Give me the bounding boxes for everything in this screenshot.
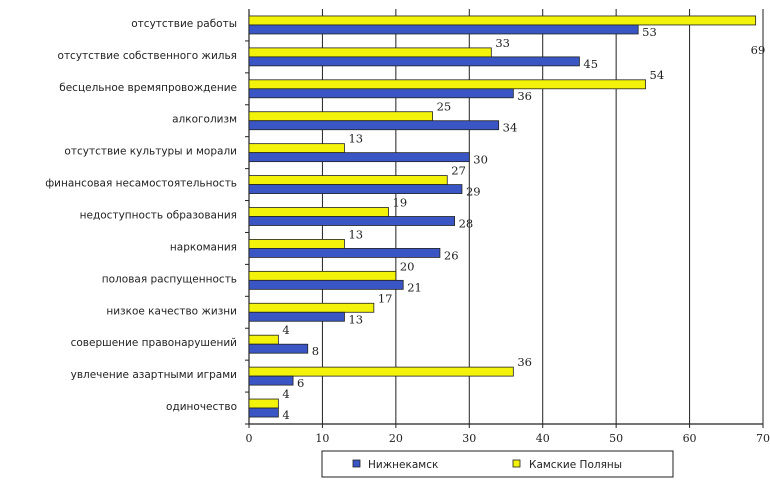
category-label: финансовая несамостоятельность <box>45 178 237 190</box>
data-label-nizhnekamsk: 21 <box>407 280 422 294</box>
x-tick-label: 40 <box>536 432 550 445</box>
data-label-nizhnekamsk: 28 <box>459 217 474 231</box>
bar-kamskie-polyany <box>248 15 757 26</box>
data-label-nizhnekamsk: 30 <box>473 153 488 167</box>
legend-swatch-kamskie-polyany <box>512 459 521 468</box>
bar-kamskie-polyany <box>248 366 514 377</box>
data-label-kamskie-polyany: 54 <box>650 68 665 82</box>
data-label-nizhnekamsk: 36 <box>517 89 532 103</box>
data-label-kamskie-polyany: 13 <box>348 227 363 241</box>
category-label: бесцельное времяпровождение <box>59 82 237 94</box>
category-label: наркомания <box>170 241 237 253</box>
category-label: половая распущенность <box>102 273 237 285</box>
bar-kamskie-polyany <box>248 302 375 313</box>
bar-nizhnekamsk <box>248 56 580 67</box>
bar-kamskie-polyany <box>248 175 448 185</box>
bar-kamskie-polyany <box>248 398 279 409</box>
bar-nizhnekamsk <box>248 216 456 226</box>
data-label-nizhnekamsk: 29 <box>466 185 481 199</box>
bar-kamskie-polyany <box>248 207 389 217</box>
data-label-kamskie-polyany: 17 <box>378 291 393 305</box>
bar-nizhnekamsk <box>248 184 463 194</box>
category-label: отсутствие собственного жилья <box>58 50 237 62</box>
data-label-nizhnekamsk: 53 <box>642 25 657 39</box>
category-label: совершение правонарушений <box>71 337 237 349</box>
bar-kamskie-polyany <box>248 111 433 122</box>
bar-nizhnekamsk <box>248 375 294 386</box>
legend-swatch-nizhnekamsk <box>352 459 361 468</box>
bar-nizhnekamsk <box>248 120 500 131</box>
data-label-nizhnekamsk: 4 <box>282 408 289 422</box>
legend-label-kamskie-polyany: Камские Поляны <box>529 459 622 471</box>
data-label-kamskie-polyany: 19 <box>393 196 408 210</box>
data-label-kamskie-polyany: 25 <box>437 100 452 114</box>
category-label: увлечение азартными играми <box>71 369 237 381</box>
data-label-kamskie-polyany: 33 <box>495 36 510 50</box>
category-label: алкоголизм <box>172 114 237 126</box>
category-label: недоступность образования <box>80 210 237 222</box>
data-label-nizhnekamsk: 26 <box>444 248 459 262</box>
data-label-nizhnekamsk: 8 <box>312 344 319 358</box>
category-label: отсутствие работы <box>131 18 237 30</box>
data-label-kamskie-polyany: 4 <box>282 387 289 401</box>
legend-box <box>321 450 674 478</box>
x-tick-label: 0 <box>246 432 253 445</box>
category-label: отсутствие культуры и морали <box>64 146 237 158</box>
bar-kamskie-polyany <box>248 239 345 249</box>
x-tick-label: 60 <box>683 432 697 445</box>
data-label-nizhnekamsk: 13 <box>348 312 363 326</box>
data-label-nizhnekamsk: 6 <box>297 376 304 390</box>
x-tick-label: 20 <box>389 432 403 445</box>
data-label-kamskie-polyany: 4 <box>282 323 289 337</box>
bar-nizhnekamsk <box>248 407 279 418</box>
legend-label-nizhnekamsk: Нижнекамск <box>368 459 438 471</box>
bar-kamskie-polyany <box>248 143 345 154</box>
data-label-nizhnekamsk: 45 <box>583 57 598 71</box>
x-tick-label: 30 <box>462 432 476 445</box>
bar-kamskie-polyany <box>248 79 646 90</box>
bar-nizhnekamsk <box>248 152 470 163</box>
bar-nizhnekamsk <box>248 343 309 354</box>
bar-kamskie-polyany <box>248 270 397 281</box>
x-tick-label: 70 <box>756 432 770 445</box>
x-tick-label: 50 <box>609 432 623 445</box>
bar-kamskie-polyany <box>248 47 492 58</box>
bar-nizhnekamsk <box>248 311 345 322</box>
data-label-nizhnekamsk: 34 <box>503 121 518 135</box>
data-label-kamskie-polyany: 20 <box>400 259 415 273</box>
category-label: одиночество <box>166 401 237 413</box>
category-label: низкое качество жизни <box>106 305 237 317</box>
data-label-kamskie-polyany: 13 <box>348 132 363 146</box>
bar-nizhnekamsk <box>248 24 639 35</box>
data-label-kamskie-polyany: 69 <box>751 43 766 57</box>
bar-nizhnekamsk <box>248 279 404 290</box>
bar-nizhnekamsk <box>248 248 441 258</box>
bar-kamskie-polyany <box>248 334 279 345</box>
x-tick-label: 10 <box>315 432 329 445</box>
bar-nizhnekamsk <box>248 88 514 99</box>
data-label-kamskie-polyany: 36 <box>517 355 532 369</box>
data-label-kamskie-polyany: 27 <box>451 164 466 178</box>
